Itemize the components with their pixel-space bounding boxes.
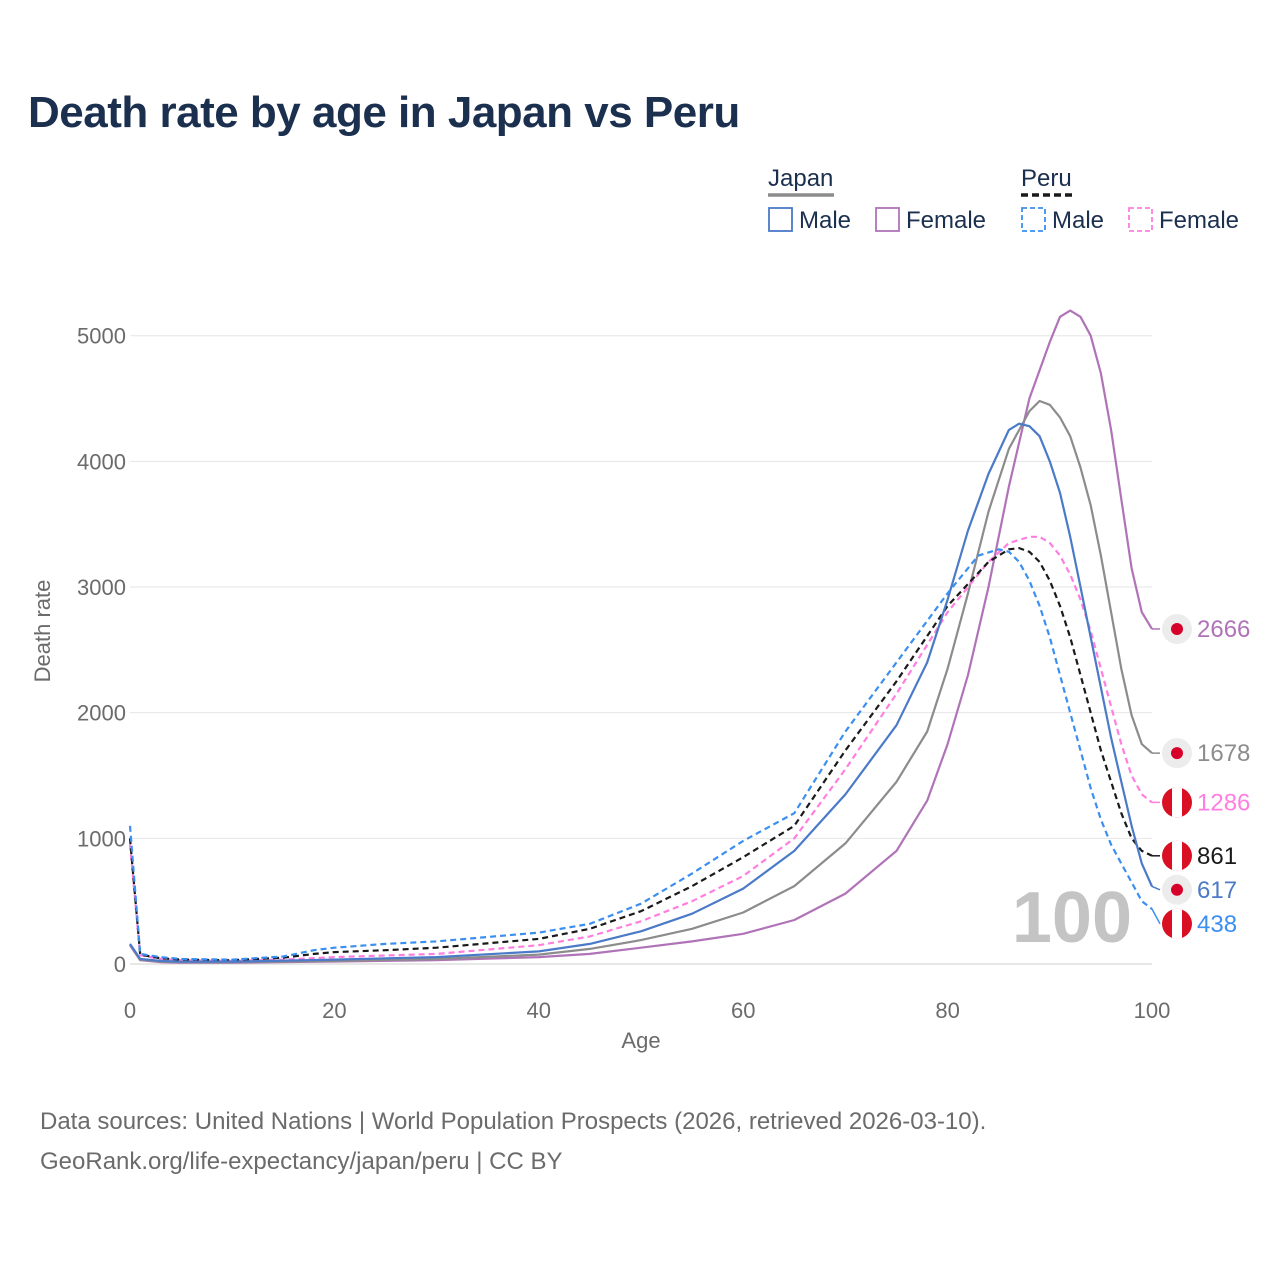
y-tick-label: 5000	[77, 324, 126, 349]
end-value-label: 2666	[1197, 616, 1250, 643]
legend-item-label: Female	[906, 207, 986, 234]
legend-swatch	[875, 207, 900, 232]
year-watermark: 100	[1012, 878, 1132, 958]
source-text: Data sources: United Nations | World Pop…	[40, 1108, 987, 1135]
legend-group-japan: Japan	[768, 165, 833, 192]
japan-flag-icon-dot	[1171, 622, 1183, 635]
y-tick-label: 4000	[77, 449, 126, 474]
end-connector	[1151, 908, 1161, 925]
japan-flag-icon-dot	[1171, 747, 1183, 760]
y-axis-label: Death rate	[30, 580, 55, 683]
legend-group-peru: Peru	[1021, 165, 1072, 192]
series-line-peru-both	[128, 547, 1153, 962]
peru-flag-icon-stripe	[1172, 787, 1182, 818]
x-tick-label: 40	[527, 998, 551, 1023]
chart-title: Death rate by age in Japan vs Peru	[28, 88, 740, 137]
series-line-peru-female	[128, 535, 1153, 962]
x-axis-label: Age	[621, 1028, 660, 1053]
peru-flag-icon-stripe	[1172, 908, 1182, 939]
x-tick-label: 20	[322, 998, 346, 1023]
legend-item-label: Male	[1052, 207, 1104, 234]
end-value-label: 438	[1197, 911, 1237, 938]
legend-item-label: Female	[1159, 207, 1239, 234]
x-tick-label: 60	[731, 998, 755, 1023]
end-connector	[1151, 885, 1161, 891]
y-tick-label: 1000	[77, 826, 126, 851]
end-value-label: 617	[1197, 877, 1237, 904]
legend-swatch	[1128, 207, 1153, 232]
series-line-peru-male	[128, 548, 1153, 961]
x-tick-label: 0	[124, 998, 136, 1023]
peru-flag-icon-stripe	[1172, 840, 1182, 871]
x-tick-label: 100	[1134, 998, 1171, 1023]
source-link[interactable]: GeoRank.org/life-expectancy/japan/peru |…	[40, 1148, 563, 1175]
y-tick-label: 0	[114, 952, 126, 977]
legend-swatch	[1021, 207, 1046, 232]
end-value-label: 1286	[1197, 789, 1250, 816]
x-tick-label: 80	[935, 998, 959, 1023]
y-tick-label: 2000	[77, 701, 126, 726]
japan-flag-icon-dot	[1171, 883, 1183, 896]
end-value-label: 861	[1197, 843, 1237, 870]
legend-swatch	[768, 207, 793, 232]
series-line-japan-male	[129, 422, 1154, 963]
legend-item-label: Male	[799, 207, 851, 234]
end-value-label: 1678	[1197, 740, 1250, 767]
series-line-japan-both	[129, 399, 1153, 964]
y-tick-label: 3000	[77, 575, 126, 600]
series-line-japan-female	[129, 309, 1153, 964]
